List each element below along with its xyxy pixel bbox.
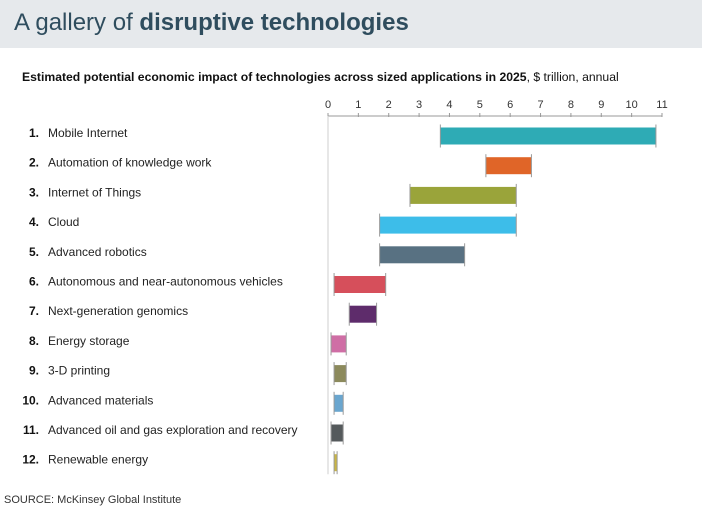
row-number: 12. xyxy=(22,453,39,467)
row-label: Mobile Internet xyxy=(48,126,128,140)
row-number: 6. xyxy=(29,275,39,289)
row-label: Cloud xyxy=(48,215,79,229)
range-bar xyxy=(334,365,347,383)
x-tick-label: 5 xyxy=(477,99,483,111)
row-label: Advanced oil and gas exploration and rec… xyxy=(48,423,298,437)
x-tick-label: 3 xyxy=(416,99,422,111)
row-number: 3. xyxy=(29,185,39,199)
x-tick-label: 4 xyxy=(446,99,452,111)
row-number: 8. xyxy=(29,334,39,348)
chart-subtitle-emphasis: Estimated potential economic impact of t… xyxy=(22,70,527,84)
range-bar xyxy=(379,216,517,234)
range-bar xyxy=(379,246,465,264)
chart-subtitle-rest: , $ trillion, annual xyxy=(526,70,619,84)
source-note: SOURCE: McKinsey Global Institute xyxy=(4,494,182,506)
row-number: 4. xyxy=(29,215,39,229)
row-label: Advanced materials xyxy=(48,393,153,407)
row-label: Automation of knowledge work xyxy=(48,156,212,170)
range-bar xyxy=(440,127,656,145)
page-title-emphasis: disruptive technologies xyxy=(139,9,409,36)
row-number: 11. xyxy=(23,423,39,437)
row-label: Renewable energy xyxy=(48,453,148,467)
title-band xyxy=(0,0,702,48)
row-number: 10. xyxy=(22,393,39,407)
row-number: 1. xyxy=(29,126,39,140)
row-label: 3-D printing xyxy=(48,364,110,378)
row-label: Advanced robotics xyxy=(48,245,147,259)
row-number: 5. xyxy=(29,245,39,259)
range-bar xyxy=(349,305,377,323)
chart-subtitle: Estimated potential economic impact of t… xyxy=(22,70,619,84)
x-tick-label: 11 xyxy=(656,99,667,111)
row-number: 9. xyxy=(29,364,39,378)
range-bar xyxy=(334,454,338,472)
x-tick-label: 1 xyxy=(355,99,361,111)
range-bar xyxy=(334,276,386,293)
range-bar xyxy=(409,186,517,204)
row-label: Autonomous and near-autonomous vehicles xyxy=(48,275,283,289)
x-tick-label: 10 xyxy=(626,99,638,111)
row-number: 2. xyxy=(29,156,39,170)
x-tick-label: 9 xyxy=(598,99,604,111)
x-tick-label: 8 xyxy=(568,99,574,111)
row-label: Energy storage xyxy=(48,334,130,348)
x-tick-label: 2 xyxy=(386,99,392,111)
range-bar xyxy=(334,394,344,412)
range-bar xyxy=(331,335,347,353)
x-tick-label: 7 xyxy=(537,99,543,111)
page-title-prefix: A gallery of xyxy=(14,9,140,36)
row-label: Next-generation genomics xyxy=(48,304,188,318)
row-label: Internet of Things xyxy=(48,185,141,199)
page-title: A gallery of disruptive technologies xyxy=(14,9,409,37)
row-number: 7. xyxy=(29,304,39,318)
x-tick-label: 6 xyxy=(507,99,513,111)
range-bar xyxy=(485,157,532,175)
x-tick-label: 0 xyxy=(325,99,331,111)
range-bar xyxy=(331,424,344,442)
